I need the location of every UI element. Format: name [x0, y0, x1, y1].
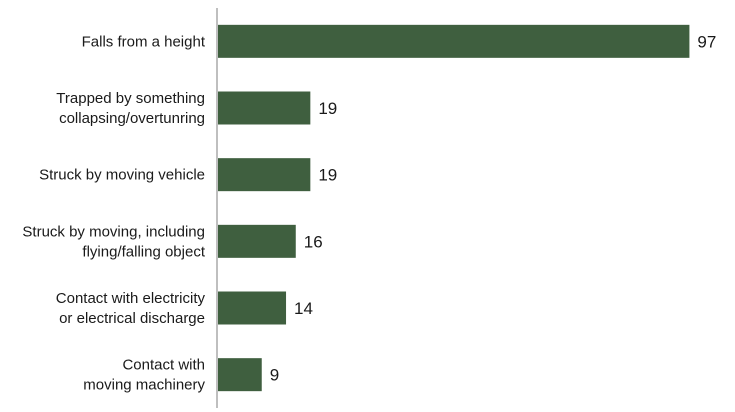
data-labels: 97 19 19 16 14 9 [270, 32, 717, 384]
data-label-1: 19 [318, 99, 337, 118]
category-label-4: Contact with electricity or electrical di… [56, 290, 206, 327]
bar-5 [218, 358, 262, 392]
data-label-5: 9 [270, 366, 279, 385]
category-label-1: Trapped by something collapsing/overtunri… [56, 90, 205, 127]
category-label-0: Falls from a height [82, 33, 206, 50]
bars [218, 24, 690, 392]
category-label-2: Struck by moving vehicle [39, 167, 205, 184]
bar-1 [218, 91, 311, 125]
bar-3 [218, 224, 296, 258]
bar-2 [218, 158, 311, 192]
data-label-3: 16 [304, 232, 323, 251]
data-label-0: 97 [697, 32, 716, 51]
bar-4 [218, 291, 287, 325]
category-label-3: Struck by moving, including flying/fallin… [22, 223, 205, 260]
data-label-2: 19 [318, 166, 337, 185]
bar-0 [218, 24, 690, 58]
data-label-4: 14 [294, 299, 313, 318]
category-labels: Falls from a height Trapped by something c… [22, 33, 205, 393]
category-label-5: Contact with moving machinery [83, 357, 205, 394]
